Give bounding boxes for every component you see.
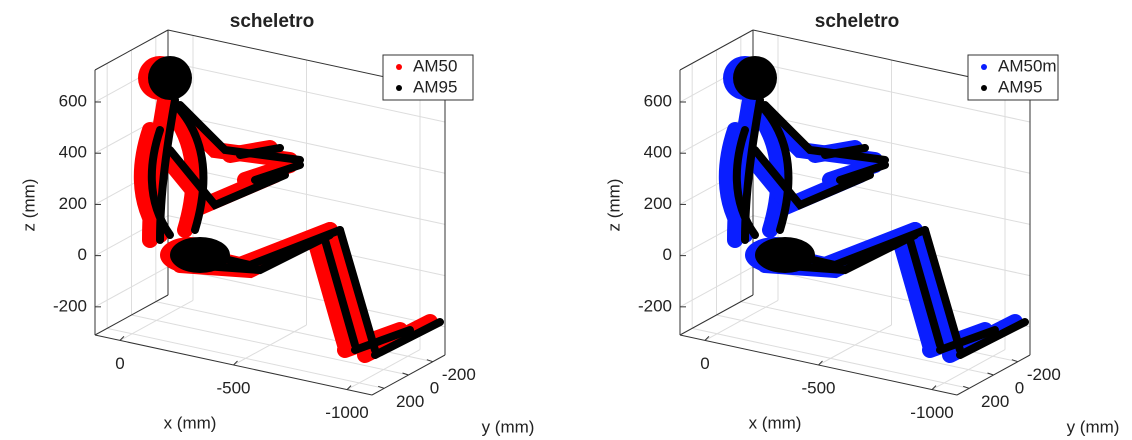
tick-mark: [119, 336, 125, 341]
legend-marker: [981, 85, 987, 91]
legend-marker: [396, 85, 402, 91]
bone: [732, 126, 759, 239]
tick-mark: [1011, 359, 1018, 363]
tick-mark: [987, 372, 994, 376]
y-tick-label: 200: [981, 392, 1009, 411]
bone: [336, 226, 379, 354]
tick-mark: [931, 385, 937, 390]
axis-edge: [94, 29, 169, 71]
z-tick-label: 600: [59, 91, 87, 110]
grid-line: [692, 327, 970, 389]
bone: [761, 101, 889, 164]
bone: [907, 222, 958, 358]
bone: [921, 226, 964, 354]
bone: [751, 146, 874, 210]
tick-mark: [426, 359, 433, 363]
x-tick-label: 0: [700, 354, 709, 373]
z-tick-label: 400: [59, 143, 87, 162]
y-tick-label: -200: [1027, 365, 1061, 384]
skeleton-shape: [732, 56, 1029, 359]
chart-title: scheletro: [230, 11, 314, 32]
bone: [236, 144, 284, 159]
axis-edge: [679, 294, 754, 336]
x-tick-label: -1000: [910, 403, 953, 422]
tick-mark: [233, 360, 238, 366]
bone: [133, 122, 168, 243]
tick-mark: [378, 385, 385, 389]
skull: [733, 56, 777, 100]
skeleton-shape: [133, 56, 438, 363]
y-axis-label: y (mm): [1067, 417, 1120, 436]
x-tick-label: -500: [801, 378, 835, 397]
bone: [176, 101, 304, 164]
bone: [371, 318, 444, 359]
tick-mark: [963, 385, 970, 389]
bone: [761, 106, 793, 234]
y-tick-label: 200: [396, 392, 424, 411]
bone: [307, 232, 353, 353]
z-axis-label: z (mm): [604, 179, 623, 232]
legend-label: AM95: [998, 77, 1042, 96]
axis-edge: [94, 294, 169, 336]
x-axis-label: x (mm): [164, 413, 217, 432]
bone: [166, 146, 289, 210]
legend-box: [967, 54, 1059, 101]
bone: [906, 236, 944, 349]
bone: [771, 231, 919, 275]
skeleton-shape: [718, 56, 1023, 363]
legend-label: AM95: [413, 77, 457, 96]
grid-line: [107, 327, 385, 389]
z-tick-label: -200: [638, 296, 672, 315]
y-tick-label: -200: [442, 365, 476, 384]
axis-edge: [679, 29, 754, 71]
z-axis-label: z (mm): [19, 179, 38, 232]
bone: [176, 106, 208, 234]
bone: [321, 236, 359, 349]
bone: [821, 144, 869, 159]
z-tick-label: 0: [663, 245, 672, 264]
x-tick-label: -1000: [325, 403, 368, 422]
x-axis-label: x (mm): [749, 413, 802, 432]
z-tick-label: 200: [59, 194, 87, 213]
z-tick-label: -200: [53, 296, 87, 315]
legend-box: [382, 54, 474, 101]
bone: [186, 231, 334, 275]
bone: [351, 326, 414, 354]
skeleton-shape: [147, 56, 444, 359]
z-tick-label: 0: [78, 245, 87, 264]
y-tick-label: 0: [430, 378, 439, 397]
bone: [936, 326, 999, 354]
x-tick-label: -500: [216, 378, 250, 397]
bone: [956, 318, 1029, 359]
chart: -20002004006000-500-1000-2000200scheletr…: [604, 11, 1119, 436]
bone: [322, 222, 373, 358]
bone: [251, 161, 304, 184]
bone: [892, 232, 938, 353]
tick-mark: [402, 372, 409, 376]
chart: -20002004006000-500-1000-2000200scheletr…: [19, 11, 534, 436]
skull: [148, 56, 192, 100]
grid-line: [131, 314, 409, 376]
y-axis-label: y (mm): [482, 417, 535, 436]
legend-marker: [396, 64, 402, 70]
chart-title: scheletro: [815, 11, 899, 32]
z-tick-label: 600: [644, 91, 672, 110]
legend-label: AM50m: [998, 56, 1057, 75]
grid-line: [716, 314, 994, 376]
tick-mark: [704, 336, 710, 341]
z-tick-label: 400: [644, 143, 672, 162]
tick-mark: [818, 360, 823, 366]
y-tick-label: 0: [1015, 378, 1024, 397]
bone: [718, 122, 753, 243]
tick-mark: [346, 385, 352, 390]
x-tick-label: 0: [115, 354, 124, 373]
legend-marker: [981, 64, 987, 70]
bone: [147, 126, 174, 239]
legend-label: AM50: [413, 56, 457, 75]
bone: [836, 161, 889, 184]
z-tick-label: 200: [644, 194, 672, 213]
